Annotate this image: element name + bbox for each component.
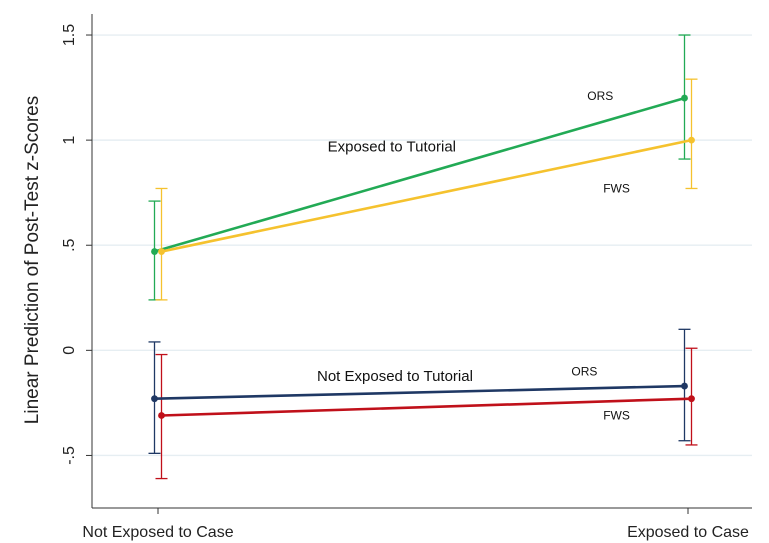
series-lines (154, 96, 692, 417)
x-tick-label-1: Exposed to Case (627, 524, 749, 541)
ors-tutorial-point-1 (681, 94, 688, 102)
fws-no-tutorial-line (161, 397, 692, 417)
annotation-fws-top: FWS (603, 182, 630, 196)
ors-no-tutorial-point-1 (681, 382, 688, 390)
fws-no-tutorial-point-1 (688, 395, 695, 403)
grid (92, 34, 752, 457)
y-axis-title: Linear Prediction of Post-Test z-Scores (22, 96, 43, 424)
ors-tutorial-line (154, 96, 685, 253)
fws-tutorial-point-0 (158, 248, 165, 255)
y-tick-label-4: -.5 (61, 446, 78, 465)
ors-no-tutorial-line (154, 384, 685, 400)
y-tick-label-0: 1.5 (61, 24, 78, 46)
annotation-ors-bottom: ORS (571, 365, 597, 379)
ors-tutorial-point-0 (151, 248, 158, 255)
fws-no-tutorial-point-0 (158, 412, 165, 419)
annotation-not-exposed-tutorial: Not Exposed to Tutorial (317, 368, 473, 385)
annotation-ors-top: ORS (587, 89, 613, 103)
annotations: Exposed to Tutorial ORS FWS Not Exposed to … (317, 89, 630, 423)
y-tick-label-1: 1 (61, 136, 78, 145)
fws-tutorial-line (161, 138, 692, 253)
ors-no-tutorial-point-0 (151, 395, 158, 403)
fws-tutorial-point-1 (688, 136, 695, 144)
y-tick-label-2: .5 (61, 238, 78, 251)
y-tick-label-3: 0 (61, 346, 78, 355)
annotation-exposed-tutorial: Exposed to Tutorial (328, 139, 456, 156)
annotation-fws-bottom: FWS (603, 409, 630, 423)
series-points (151, 94, 695, 419)
x-tick-label-0: Not Exposed to Case (82, 524, 233, 541)
